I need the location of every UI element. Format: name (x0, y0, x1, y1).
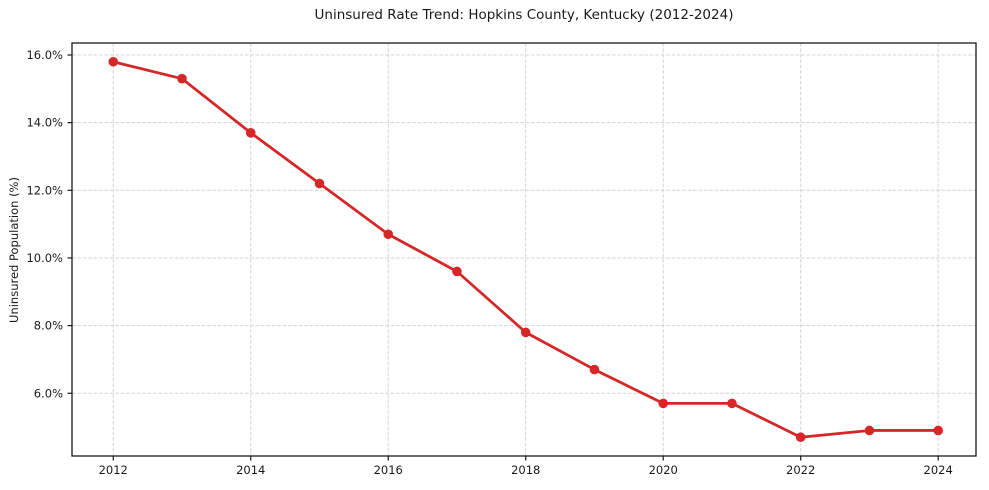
y-tick-label: 12.0% (26, 183, 63, 197)
data-point-2019 (589, 364, 600, 375)
data-point-2023 (864, 425, 875, 436)
y-tick-label: 10.0% (26, 251, 63, 265)
data-point-2015 (314, 178, 325, 189)
x-tick-label: 2014 (236, 463, 265, 477)
data-point-2016 (383, 229, 394, 240)
data-point-2018 (520, 327, 531, 338)
y-tick-label: 6.0% (34, 386, 63, 400)
x-tick-label: 2022 (786, 463, 815, 477)
plot-border (71, 42, 977, 457)
x-tick-label: 2018 (511, 463, 540, 477)
data-point-2024 (933, 425, 943, 436)
data-point-2012 (108, 56, 119, 67)
x-tick-label: 2012 (99, 463, 128, 477)
y-tick-label: 8.0% (34, 319, 63, 333)
x-tick-label: 2020 (649, 463, 678, 477)
data-point-2014 (245, 128, 256, 138)
data-point-2021 (727, 398, 737, 409)
y-tick-label: 14.0% (26, 116, 63, 130)
x-tick-label: 2024 (924, 463, 953, 477)
data-point-2020 (658, 398, 669, 409)
data-point-2013 (177, 73, 187, 84)
x-tick-label: 2016 (374, 463, 403, 477)
data-point-2017 (452, 266, 462, 277)
data-point-2022 (795, 432, 806, 443)
chart-title: Uninsured Rate Trend: Hopkins County, Ke… (314, 7, 734, 23)
y-tick-label: 16.0% (26, 48, 63, 62)
